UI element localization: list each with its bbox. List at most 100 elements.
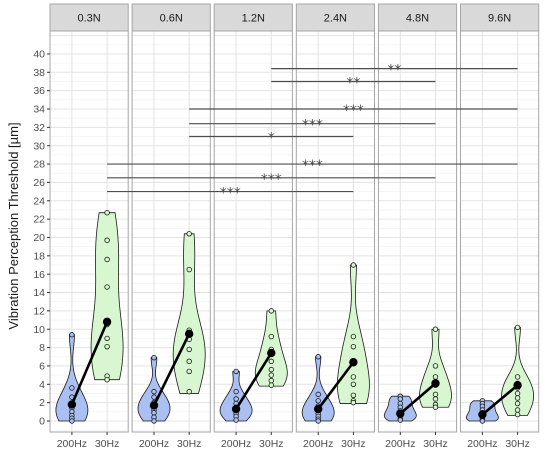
y-tick-label: 0 [39, 416, 45, 428]
data-point-30Hz [350, 399, 357, 406]
panel-strip-label: 9.6N [488, 13, 511, 25]
data-point-30Hz [350, 381, 357, 387]
data-point-30Hz [268, 333, 274, 340]
data-point-30Hz [432, 363, 439, 369]
data-point-30Hz [268, 366, 274, 373]
significance-label: *** [302, 118, 323, 134]
data-point-30Hz [268, 308, 274, 314]
data-point-200Hz [151, 394, 157, 400]
data-point-30Hz [514, 407, 521, 413]
data-point-200Hz [69, 418, 75, 424]
data-point-30Hz [350, 343, 357, 350]
mean-point-30Hz [513, 381, 522, 390]
data-point-30Hz [186, 346, 192, 353]
violin-200Hz [219, 371, 253, 422]
panel-strip-label: 0.3N [77, 13, 100, 25]
data-point-30Hz [186, 358, 192, 365]
data-point-200Hz [151, 418, 157, 424]
data-point-30Hz [268, 377, 274, 384]
panel-border [377, 30, 458, 433]
y-tick-label: 26 [33, 177, 45, 189]
data-point-200Hz [315, 391, 321, 398]
data-point-30Hz [104, 209, 110, 216]
data-point-30Hz [186, 266, 192, 273]
violin-30Hz [172, 233, 206, 394]
x-tick-label: 200Hz [385, 438, 415, 450]
mean-point-200Hz [231, 404, 241, 414]
significance-label: *** [220, 186, 241, 202]
panel-background [460, 31, 539, 432]
data-point-200Hz [69, 332, 75, 338]
data-point-30Hz [432, 391, 439, 398]
y-tick-label: 6 [39, 361, 45, 373]
data-point-30Hz [268, 372, 274, 378]
data-point-30Hz [432, 326, 439, 332]
data-point-30Hz [350, 333, 357, 340]
y-tick-label: 18 [33, 250, 45, 262]
panel-0.6N: 0.6N 200Hz 30Hz [131, 3, 211, 450]
panel-strip [377, 3, 458, 32]
mean-point-30Hz [184, 329, 194, 339]
mean-point-30Hz [267, 348, 276, 358]
mean-line [152, 333, 191, 406]
panel-strip-label: 1.2N [242, 13, 265, 25]
x-tick-label: 30Hz [341, 438, 366, 450]
data-point-30Hz [514, 411, 521, 418]
data-point-30Hz [350, 262, 357, 268]
mean-point-30Hz [431, 379, 440, 388]
mean-line [234, 352, 273, 410]
significance-label: ** [387, 63, 401, 79]
data-point-30Hz [268, 382, 274, 388]
panel-4.8N: 4.8N 200Hz 30Hz [377, 3, 458, 450]
mean-line [70, 321, 109, 405]
panel-strip [460, 3, 540, 32]
data-point-30Hz [350, 374, 357, 380]
y-tick-label: 38 [33, 67, 45, 79]
mean-line [317, 361, 355, 410]
data-point-200Hz [233, 388, 239, 395]
y-tick-label: 4 [39, 379, 45, 391]
x-tick-label: 200Hz [221, 438, 251, 450]
y-tick-label: 36 [33, 85, 45, 97]
panel-strip [49, 3, 129, 32]
panel-border [131, 30, 211, 433]
significance-label: *** [302, 158, 323, 174]
y-tick-label: 28 [33, 159, 45, 171]
x-tick-label: 30Hz [505, 438, 530, 450]
panel-strip-label: 4.8N [406, 13, 429, 25]
data-point-200Hz [151, 388, 157, 395]
panel-border [295, 30, 375, 433]
data-point-30Hz [514, 390, 521, 397]
panel-9.6N: 9.6N 200Hz 30Hz [460, 3, 540, 450]
x-tick-label: 30Hz [423, 438, 448, 450]
y-tick-label: 14 [33, 287, 45, 299]
y-tick-label: 8 [39, 342, 45, 354]
mean-line [399, 382, 437, 415]
data-point-200Hz [233, 396, 239, 402]
panel-background [378, 31, 457, 432]
x-tick-label: 200Hz [303, 438, 333, 450]
significance-label: *** [343, 103, 364, 119]
data-point-200Hz [315, 418, 321, 424]
significance-label: *** [261, 172, 282, 188]
significance-label: ** [346, 75, 360, 91]
data-point-30Hz [514, 395, 521, 401]
x-tick-label: 200Hz [467, 438, 497, 450]
y-tick-label: 20 [33, 232, 45, 244]
x-tick-label: 30Hz [259, 438, 284, 450]
data-point-30Hz [186, 388, 192, 395]
data-point-30Hz [514, 324, 521, 331]
significance-brackets: ******************** [107, 63, 518, 202]
panel-strip-label: 2.4N [324, 13, 347, 25]
data-point-30Hz [104, 335, 110, 342]
y-tick-label: 24 [33, 195, 45, 207]
panel-strip-label: 0.6N [160, 13, 183, 25]
mean-point-30Hz [349, 358, 358, 367]
data-point-200Hz [397, 396, 403, 402]
y-tick-label: 10 [33, 324, 45, 336]
panel-border [460, 30, 540, 433]
panel-1.2N: 1.2N 200Hz 30Hz [213, 3, 293, 450]
mean-point-200Hz [478, 410, 487, 419]
